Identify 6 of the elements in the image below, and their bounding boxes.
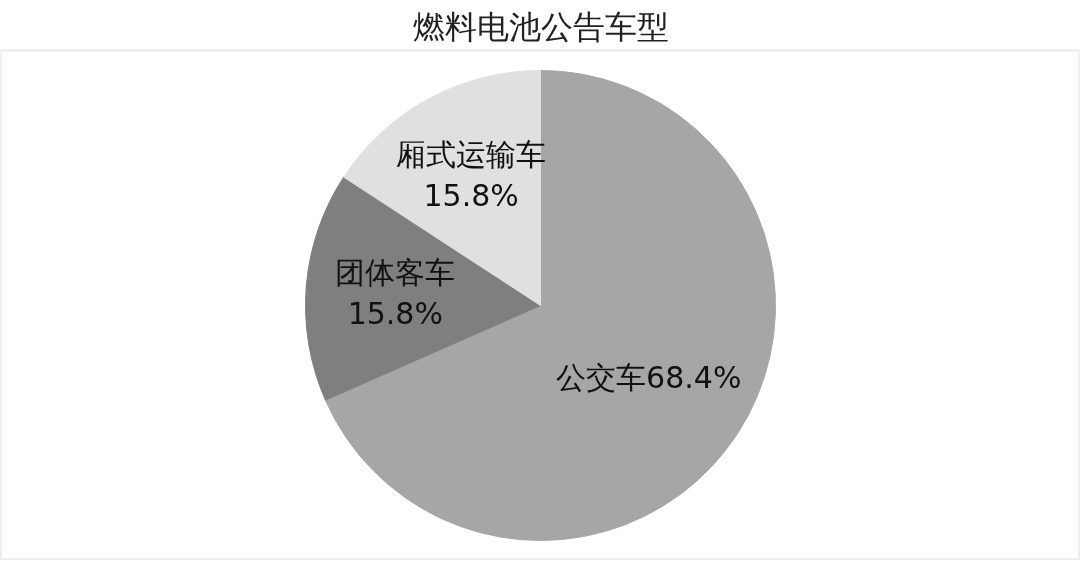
chart-title: 燃料电池公告车型 bbox=[412, 7, 669, 46]
slice-label: 公交车68.4% bbox=[556, 360, 742, 396]
data-label: 15.8% bbox=[347, 296, 443, 332]
slice-label: 厢式运输车 bbox=[396, 136, 547, 172]
data-label: 15.8% bbox=[423, 177, 519, 213]
slice-label: 团体客车 bbox=[335, 255, 456, 291]
